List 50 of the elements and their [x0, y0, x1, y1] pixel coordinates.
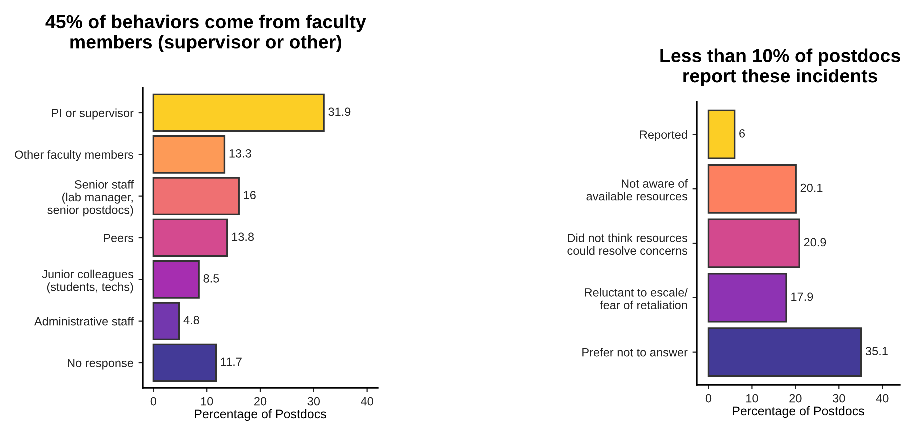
bar [152, 302, 180, 340]
x-tick-label: 0 [706, 394, 712, 403]
data-label: 16 [244, 191, 256, 200]
x-tick-label: 10 [746, 394, 758, 403]
y-tick-label: Reluctant to escale/ fear of retaliation [585, 288, 688, 310]
y-tick-label: No response [68, 359, 134, 370]
x-tick-label: 30 [308, 397, 320, 406]
bar [152, 218, 228, 258]
data-label: 35.1 [866, 347, 888, 356]
x-tick-label: 40 [876, 394, 889, 403]
x-tick-label: 20 [254, 397, 267, 406]
data-label: 31.9 [328, 108, 351, 116]
x-axis-title: Percentage of Postdocs [195, 409, 326, 422]
data-label: 11.7 [221, 358, 242, 366]
data-label: 6 [740, 129, 746, 138]
bar [708, 218, 800, 268]
data-label: 17.9 [792, 292, 814, 302]
bar [708, 273, 788, 323]
data-label: 13.8 [232, 232, 254, 242]
x-tick-label: 0 [150, 397, 157, 406]
bar [152, 344, 218, 382]
y-tick-label: Did not think resources could resolve concerns [568, 234, 688, 256]
bar [708, 110, 736, 160]
bar [152, 94, 325, 132]
bar [152, 136, 226, 174]
y-tick-label: Administrative staff [34, 317, 134, 326]
x-tick-label: 10 [201, 397, 214, 406]
bar [152, 177, 240, 216]
y-tick-label: Other faculty members [15, 150, 134, 162]
chart-title: Less than 10% of postdocs report these incidents [660, 48, 900, 86]
y-tick-label: PI or supervisor [52, 108, 134, 120]
y-tick-label: Reported [640, 130, 688, 142]
x-axis-title: Percentage of Postdocs [733, 406, 864, 418]
data-label: 8.5 [204, 274, 220, 283]
y-tick-label: Not aware of available resources [586, 179, 688, 201]
x-tick-label: 40 [361, 397, 374, 406]
y-tick-label: Peers [104, 234, 134, 242]
data-label: 20.9 [804, 238, 826, 247]
y-tick-label: Senior staff (lab manager, senior postdocs) [48, 180, 134, 217]
x-tick-label: 20 [790, 394, 802, 403]
chart-title: 45% of behaviors come from faculty members (supervisor or other) [46, 14, 366, 53]
data-label: 13.3 [230, 149, 252, 158]
data-label: 4.8 [184, 316, 200, 324]
x-tick-label: 30 [833, 394, 846, 403]
y-tick-label: Prefer not to answer [582, 348, 688, 357]
bar [708, 328, 862, 378]
data-label: 20.1 [800, 184, 823, 192]
y-tick-label: Junior colleagues (students, techs) [42, 270, 134, 294]
bar [708, 164, 797, 214]
bar [152, 260, 200, 299]
